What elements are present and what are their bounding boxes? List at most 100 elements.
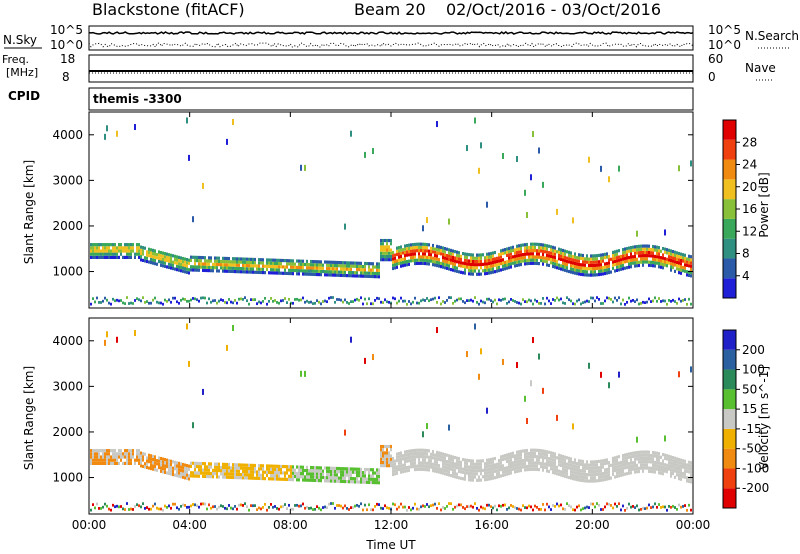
power-cell: [522, 256, 524, 260]
velocity-cell: [470, 472, 472, 476]
power-cell: [246, 260, 248, 265]
velocity-cell: [614, 459, 616, 463]
velocity-cell: [108, 449, 110, 453]
velocity-cell: [638, 466, 640, 470]
power-cell: [466, 262, 468, 266]
power-cell: [514, 254, 516, 258]
power-cell: [428, 262, 430, 266]
power-cell: [434, 260, 436, 264]
power-cell: [672, 259, 674, 263]
power-cell: [422, 255, 424, 259]
power-cell: [684, 266, 686, 270]
power-cell-near: [268, 299, 270, 303]
velocity-cell: [642, 463, 644, 467]
velocity-cell: [524, 449, 526, 453]
velocity-cell: [452, 471, 454, 475]
velocity-cell: [314, 472, 316, 476]
velocity-cell: [274, 474, 276, 478]
velocity-cell: [334, 476, 336, 480]
power-cell-near: [372, 302, 374, 306]
power-cell: [634, 254, 636, 259]
velocity-cell-near: [344, 504, 346, 508]
power-cell: [96, 246, 98, 250]
power-cell: [514, 264, 516, 268]
nave-label: Nave: [745, 61, 776, 75]
power-cell: [404, 263, 406, 267]
velocity-cell-near: [274, 505, 276, 508]
power-cell: [442, 246, 444, 250]
velocity-cell: [140, 461, 142, 465]
velocity-cell: [580, 475, 582, 479]
power-cell: [432, 263, 434, 267]
velocity-cell: [602, 462, 604, 466]
power-cell: [602, 265, 604, 270]
power-cell-near: [422, 298, 424, 302]
velocity-cell: [376, 474, 378, 478]
power-cell: [328, 273, 330, 277]
velocity-cell-near: [188, 505, 190, 509]
power-cell: [418, 242, 420, 246]
velocity-cell-near: [486, 503, 488, 507]
velocity-cell-near: [214, 505, 216, 508]
colorbar-tick-label: 8: [742, 247, 750, 261]
velocity-cell: [450, 461, 452, 465]
velocity-cell: [288, 468, 290, 472]
power-cell: [100, 252, 102, 256]
velocity-cell: [188, 464, 190, 468]
power-cell: [198, 255, 200, 260]
power-cell: [600, 256, 602, 260]
power-cell: [330, 260, 332, 264]
power-cell: [616, 259, 618, 263]
velocity-cell: [314, 469, 316, 473]
velocity-cell: [396, 458, 398, 463]
velocity-cell: [256, 470, 258, 474]
power-cell: [324, 270, 326, 274]
power-cell: [532, 258, 534, 262]
power-cell: [222, 259, 224, 264]
velocity-cell-near: [586, 505, 588, 509]
power-cell: [122, 255, 124, 259]
power-cell: [236, 260, 238, 264]
velocity-cell: [156, 459, 158, 463]
power-cell: [488, 255, 490, 259]
power-cell: [392, 266, 394, 271]
velocity-cell: [302, 472, 304, 476]
velocity-cell: [148, 456, 150, 461]
velocity-cell: [398, 467, 400, 472]
velocity-cell: [538, 458, 540, 462]
power-cell-near: [120, 299, 122, 302]
velocity-cell: [582, 466, 584, 470]
power-cell: [336, 270, 338, 274]
power-cell: [388, 254, 390, 259]
velocity-cell-near: [150, 507, 152, 511]
power-cell-near: [294, 298, 296, 301]
power-cell: [180, 259, 182, 263]
power-cell: [420, 242, 422, 246]
velocity-cell: [424, 451, 426, 456]
power-cell: [156, 256, 158, 260]
velocity-cell-near: [382, 507, 384, 510]
power-cell: [190, 268, 192, 272]
power-cell: [234, 266, 236, 270]
velocity-cell: [412, 449, 414, 453]
power-cell: [574, 271, 576, 275]
velocity-cell: [664, 453, 666, 457]
velocity-cell-near: [634, 506, 636, 510]
power-cell: [492, 270, 494, 274]
velocity-cell-near: [302, 502, 304, 506]
power-cell: [590, 270, 592, 274]
power-cell: [624, 247, 626, 251]
velocity-cell: [126, 458, 128, 462]
velocity-cell-near: [582, 507, 584, 511]
power-cell: [402, 260, 404, 265]
velocity-cell-near: [434, 502, 436, 506]
velocity-cell-near: [680, 505, 682, 509]
power-cell: [424, 261, 426, 266]
velocity-cell: [606, 477, 608, 481]
velocity-cell: [178, 474, 180, 478]
power-cell-near: [636, 298, 638, 302]
velocity-cell: [640, 456, 642, 461]
velocity-cell-near: [370, 508, 372, 512]
power-cell-near: [152, 298, 154, 302]
power-cell-near: [626, 300, 628, 304]
